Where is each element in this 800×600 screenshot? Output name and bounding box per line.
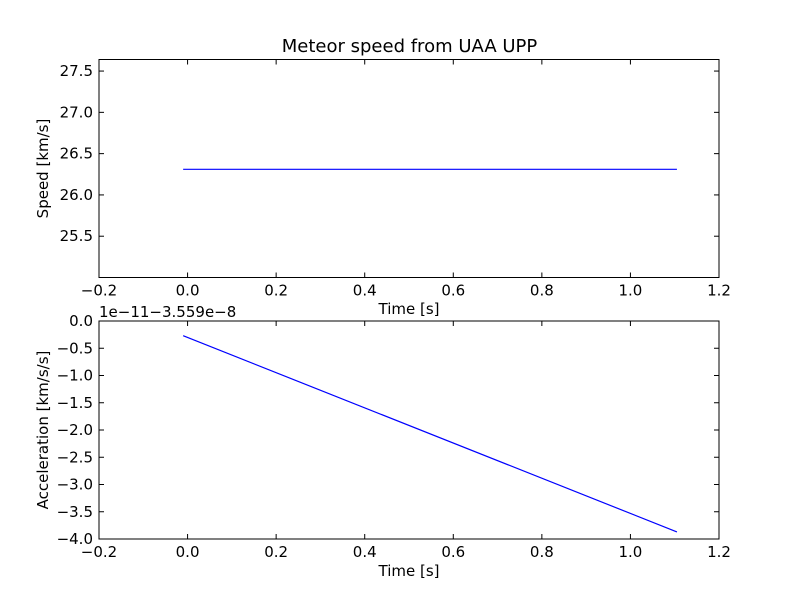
acceleration-series-line <box>182 335 678 533</box>
speed-ticks-group: −0.2 0.0 0.2 0.4 0.6 0.8 1.0 1.2 25.5 26.0 26.5 27.… <box>60 59 731 300</box>
acceleration-series-group <box>182 335 678 533</box>
speed-y-tick-label: 27.5 <box>60 62 93 80</box>
acceleration-ticks-group: −0.2 0.0 0.2 0.4 0.6 0.8 1.0 1.2 −4.0 −3.5 −3.0 −2.… <box>57 312 731 561</box>
acceleration-offset-label: 1e−11−3.559e−8 <box>99 303 236 321</box>
acceleration-y-axis-label: Acceleration [km/s/s] <box>34 351 52 510</box>
acceleration-x-tick-label: −0.2 <box>81 543 117 561</box>
acceleration-plot: −0.2 0.0 0.2 0.4 0.6 0.8 1.0 1.2 −4.0 −3.5 −3.0 −2.… <box>34 303 731 580</box>
acceleration-y-tick-label: −2.0 <box>57 421 93 439</box>
speed-y-tick-label: 25.5 <box>60 227 93 245</box>
speed-plot-frame <box>98 59 720 278</box>
speed-y-tick-label: 26.5 <box>60 145 93 163</box>
speed-y-tick-label: 26.0 <box>60 186 93 204</box>
speed-plot-area <box>99 59 719 278</box>
speed-x-tick-label: 0.8 <box>530 282 554 300</box>
acceleration-plot-area <box>99 321 719 539</box>
acceleration-y-tick-label: −0.5 <box>57 339 93 357</box>
speed-plot: −0.2 0.0 0.2 0.4 0.6 0.8 1.0 1.2 25.5 26.0 26.5 27.… <box>34 59 731 318</box>
speed-x-tick-label: 1.2 <box>707 282 731 300</box>
acceleration-y-tick-label: −3.5 <box>57 503 93 521</box>
acceleration-x-tick-label: 0.6 <box>441 543 465 561</box>
acceleration-x-tick-label: 0.8 <box>530 543 554 561</box>
acceleration-plot-frame <box>98 320 720 540</box>
speed-x-tick-label: 0.2 <box>264 282 288 300</box>
acceleration-y-tick-label: −3.0 <box>57 476 93 494</box>
acceleration-x-tick-label: 0.2 <box>264 543 288 561</box>
speed-x-tick-label: 0.4 <box>353 282 377 300</box>
speed-y-tick-label: 27.0 <box>60 103 93 121</box>
acceleration-x-tick-label: 0.0 <box>176 543 200 561</box>
chart-title: Meteor speed from UAA UPP <box>282 36 538 57</box>
speed-x-tick-label: 0.6 <box>441 282 465 300</box>
acceleration-y-tick-label: −4.0 <box>57 530 93 548</box>
acceleration-y-tick-label: 0.0 <box>69 312 93 330</box>
acceleration-x-axis-label: Time [s] <box>378 562 440 580</box>
speed-y-axis-label: Speed [km/s] <box>34 119 52 219</box>
acceleration-y-tick-label: −2.5 <box>57 448 93 466</box>
speed-x-tick-label: 1.0 <box>618 282 642 300</box>
speed-x-axis-label: Time [s] <box>378 300 440 318</box>
acceleration-x-tick-label: 1.2 <box>707 543 731 561</box>
acceleration-x-tick-label: 0.4 <box>353 543 377 561</box>
acceleration-x-tick-label: 1.0 <box>618 543 642 561</box>
speed-x-tick-label: 0.0 <box>176 282 200 300</box>
acceleration-y-tick-label: −1.0 <box>57 367 93 385</box>
acceleration-y-tick-label: −1.5 <box>57 394 93 412</box>
speed-x-tick-label: −0.2 <box>81 282 117 300</box>
